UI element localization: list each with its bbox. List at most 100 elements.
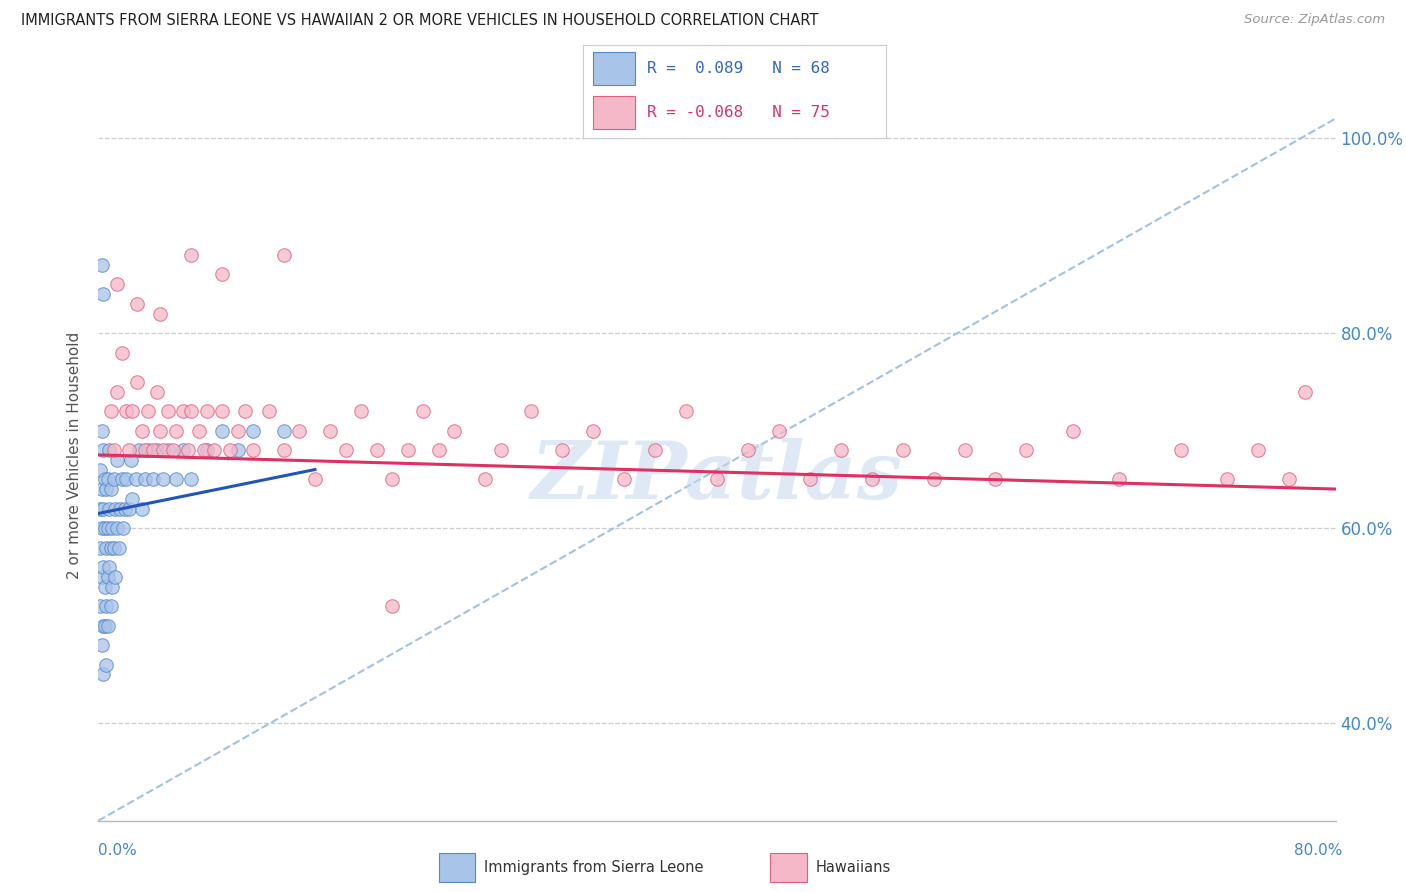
Text: IMMIGRANTS FROM SIERRA LEONE VS HAWAIIAN 2 OR MORE VEHICLES IN HOUSEHOLD CORRELA: IMMIGRANTS FROM SIERRA LEONE VS HAWAIIAN… bbox=[21, 13, 818, 29]
Point bbox=[157, 404, 180, 418]
Point bbox=[1170, 443, 1192, 458]
Point bbox=[97, 570, 120, 584]
Point bbox=[89, 599, 111, 613]
Point bbox=[768, 424, 790, 438]
Point bbox=[112, 521, 135, 535]
Bar bbox=[592, 52, 636, 85]
Point bbox=[91, 501, 114, 516]
Point bbox=[582, 424, 605, 438]
Point bbox=[193, 443, 215, 458]
Point bbox=[93, 472, 115, 486]
Point bbox=[91, 560, 114, 574]
Point bbox=[226, 424, 249, 438]
Point bbox=[273, 248, 295, 262]
Point bbox=[1062, 424, 1084, 438]
Point bbox=[136, 443, 159, 458]
Point bbox=[613, 472, 636, 486]
Point bbox=[100, 482, 122, 496]
Point bbox=[443, 424, 465, 438]
Point bbox=[118, 443, 141, 458]
Point bbox=[104, 501, 127, 516]
Point bbox=[97, 618, 120, 632]
Point bbox=[157, 443, 180, 458]
Point bbox=[90, 570, 112, 584]
Point bbox=[1247, 443, 1270, 458]
Point bbox=[89, 501, 111, 516]
Point bbox=[288, 424, 311, 438]
Point bbox=[922, 472, 945, 486]
Point bbox=[103, 541, 125, 555]
Text: ZIPatlas: ZIPatlas bbox=[531, 438, 903, 516]
Point bbox=[104, 570, 127, 584]
Point bbox=[195, 404, 218, 418]
Point bbox=[211, 424, 233, 438]
Text: 80.0%: 80.0% bbox=[1295, 843, 1343, 858]
Point bbox=[96, 541, 118, 555]
Point bbox=[93, 618, 115, 632]
Point bbox=[111, 472, 134, 486]
Point bbox=[211, 268, 233, 282]
Bar bbox=[592, 96, 636, 129]
Point bbox=[520, 404, 543, 418]
Point bbox=[180, 248, 202, 262]
Point bbox=[152, 443, 174, 458]
Point bbox=[180, 472, 202, 486]
Point bbox=[551, 443, 574, 458]
Point bbox=[242, 443, 264, 458]
Point bbox=[124, 472, 146, 486]
Point bbox=[101, 580, 124, 594]
Point bbox=[98, 443, 121, 458]
Point bbox=[173, 404, 195, 418]
Point bbox=[412, 404, 434, 418]
Point bbox=[100, 599, 122, 613]
Point bbox=[89, 541, 111, 555]
Point bbox=[1278, 472, 1301, 486]
Point bbox=[91, 618, 114, 632]
Point bbox=[120, 452, 142, 467]
Point bbox=[146, 443, 169, 458]
Text: R = -0.068   N = 75: R = -0.068 N = 75 bbox=[647, 105, 830, 120]
Point bbox=[131, 501, 153, 516]
Point bbox=[195, 443, 218, 458]
Point bbox=[149, 424, 172, 438]
Point bbox=[381, 599, 404, 613]
Point bbox=[105, 277, 128, 292]
Point bbox=[97, 472, 120, 486]
Point bbox=[90, 521, 112, 535]
Point bbox=[115, 472, 138, 486]
Point bbox=[953, 443, 976, 458]
Point bbox=[489, 443, 512, 458]
Point bbox=[127, 375, 149, 389]
Point bbox=[127, 297, 149, 311]
Point bbox=[105, 452, 128, 467]
Point bbox=[98, 560, 121, 574]
Point bbox=[381, 472, 404, 486]
Point bbox=[136, 404, 159, 418]
Point bbox=[134, 443, 156, 458]
Point bbox=[90, 258, 112, 272]
Point bbox=[737, 443, 759, 458]
Point bbox=[180, 404, 202, 418]
Point bbox=[219, 443, 242, 458]
Point bbox=[103, 443, 125, 458]
Point bbox=[335, 443, 357, 458]
Point bbox=[165, 424, 187, 438]
Point bbox=[273, 424, 295, 438]
Bar bbox=[439, 854, 475, 881]
Point bbox=[128, 443, 150, 458]
Point bbox=[121, 491, 143, 506]
Point bbox=[89, 462, 111, 476]
Point bbox=[860, 472, 883, 486]
Point bbox=[93, 580, 115, 594]
Point bbox=[1216, 472, 1239, 486]
Point bbox=[142, 472, 165, 486]
Point bbox=[105, 384, 128, 399]
Point bbox=[100, 541, 122, 555]
Point bbox=[90, 638, 112, 652]
Point bbox=[114, 501, 136, 516]
Point bbox=[165, 472, 187, 486]
Point bbox=[118, 501, 141, 516]
Text: R =  0.089   N = 68: R = 0.089 N = 68 bbox=[647, 61, 830, 76]
Point bbox=[152, 472, 174, 486]
Point bbox=[93, 521, 115, 535]
